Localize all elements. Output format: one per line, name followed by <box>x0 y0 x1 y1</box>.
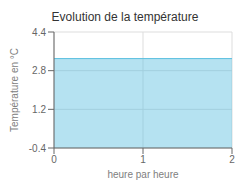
svg-text:4.4: 4.4 <box>32 27 46 38</box>
svg-text:Température en °C: Température en °C <box>9 48 20 132</box>
svg-text:1.2: 1.2 <box>32 104 46 115</box>
svg-text:1: 1 <box>140 154 146 165</box>
html-text:Evolution de la température: Evolution de la température <box>51 10 199 24</box>
svg-text:heure par heure: heure par heure <box>107 169 179 180</box>
svg-text:2.8: 2.8 <box>32 65 46 76</box>
svg-text:0: 0 <box>51 154 57 165</box>
svg-text:-0.4: -0.4 <box>29 143 47 154</box>
svg-text:2: 2 <box>229 154 235 165</box>
